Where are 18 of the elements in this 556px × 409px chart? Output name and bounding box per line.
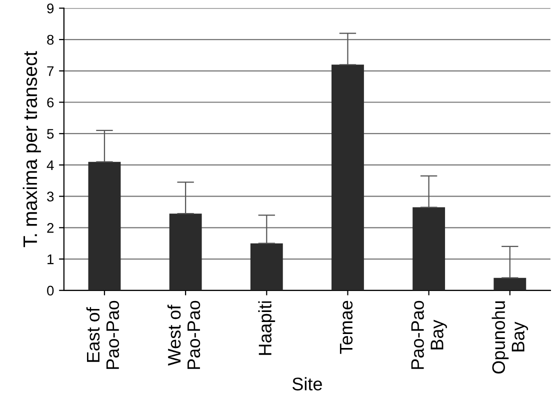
y-tick-label: 4 — [46, 160, 54, 170]
y-axis-title: T. maxima per transect — [22, 51, 41, 248]
y-tick-label: 2 — [47, 223, 54, 233]
y-tick-label: 5 — [47, 129, 54, 139]
x-tick-label: Temae — [340, 300, 353, 354]
y-tick-label: 1 — [48, 254, 54, 264]
y-tick-label: 0 — [47, 286, 54, 296]
y-tick-label: 6 — [47, 98, 54, 108]
x-axis-title: Site — [292, 377, 322, 390]
y-tick-label: 3 — [47, 192, 54, 202]
x-tick-label: Haapiti — [258, 301, 276, 355]
x-tick-label: East of Pao-Pao — [86, 300, 120, 369]
y-tick-label: 7 — [47, 66, 54, 76]
y-tick-label: 9 — [47, 4, 54, 14]
x-tick-label: Pao-Pao Bay — [411, 300, 447, 369]
x-tick-label: West of Pao-Pao — [167, 300, 200, 369]
y-tick-label: 8 — [47, 34, 54, 45]
x-tick-label: Opunohu Bay — [492, 301, 528, 374]
